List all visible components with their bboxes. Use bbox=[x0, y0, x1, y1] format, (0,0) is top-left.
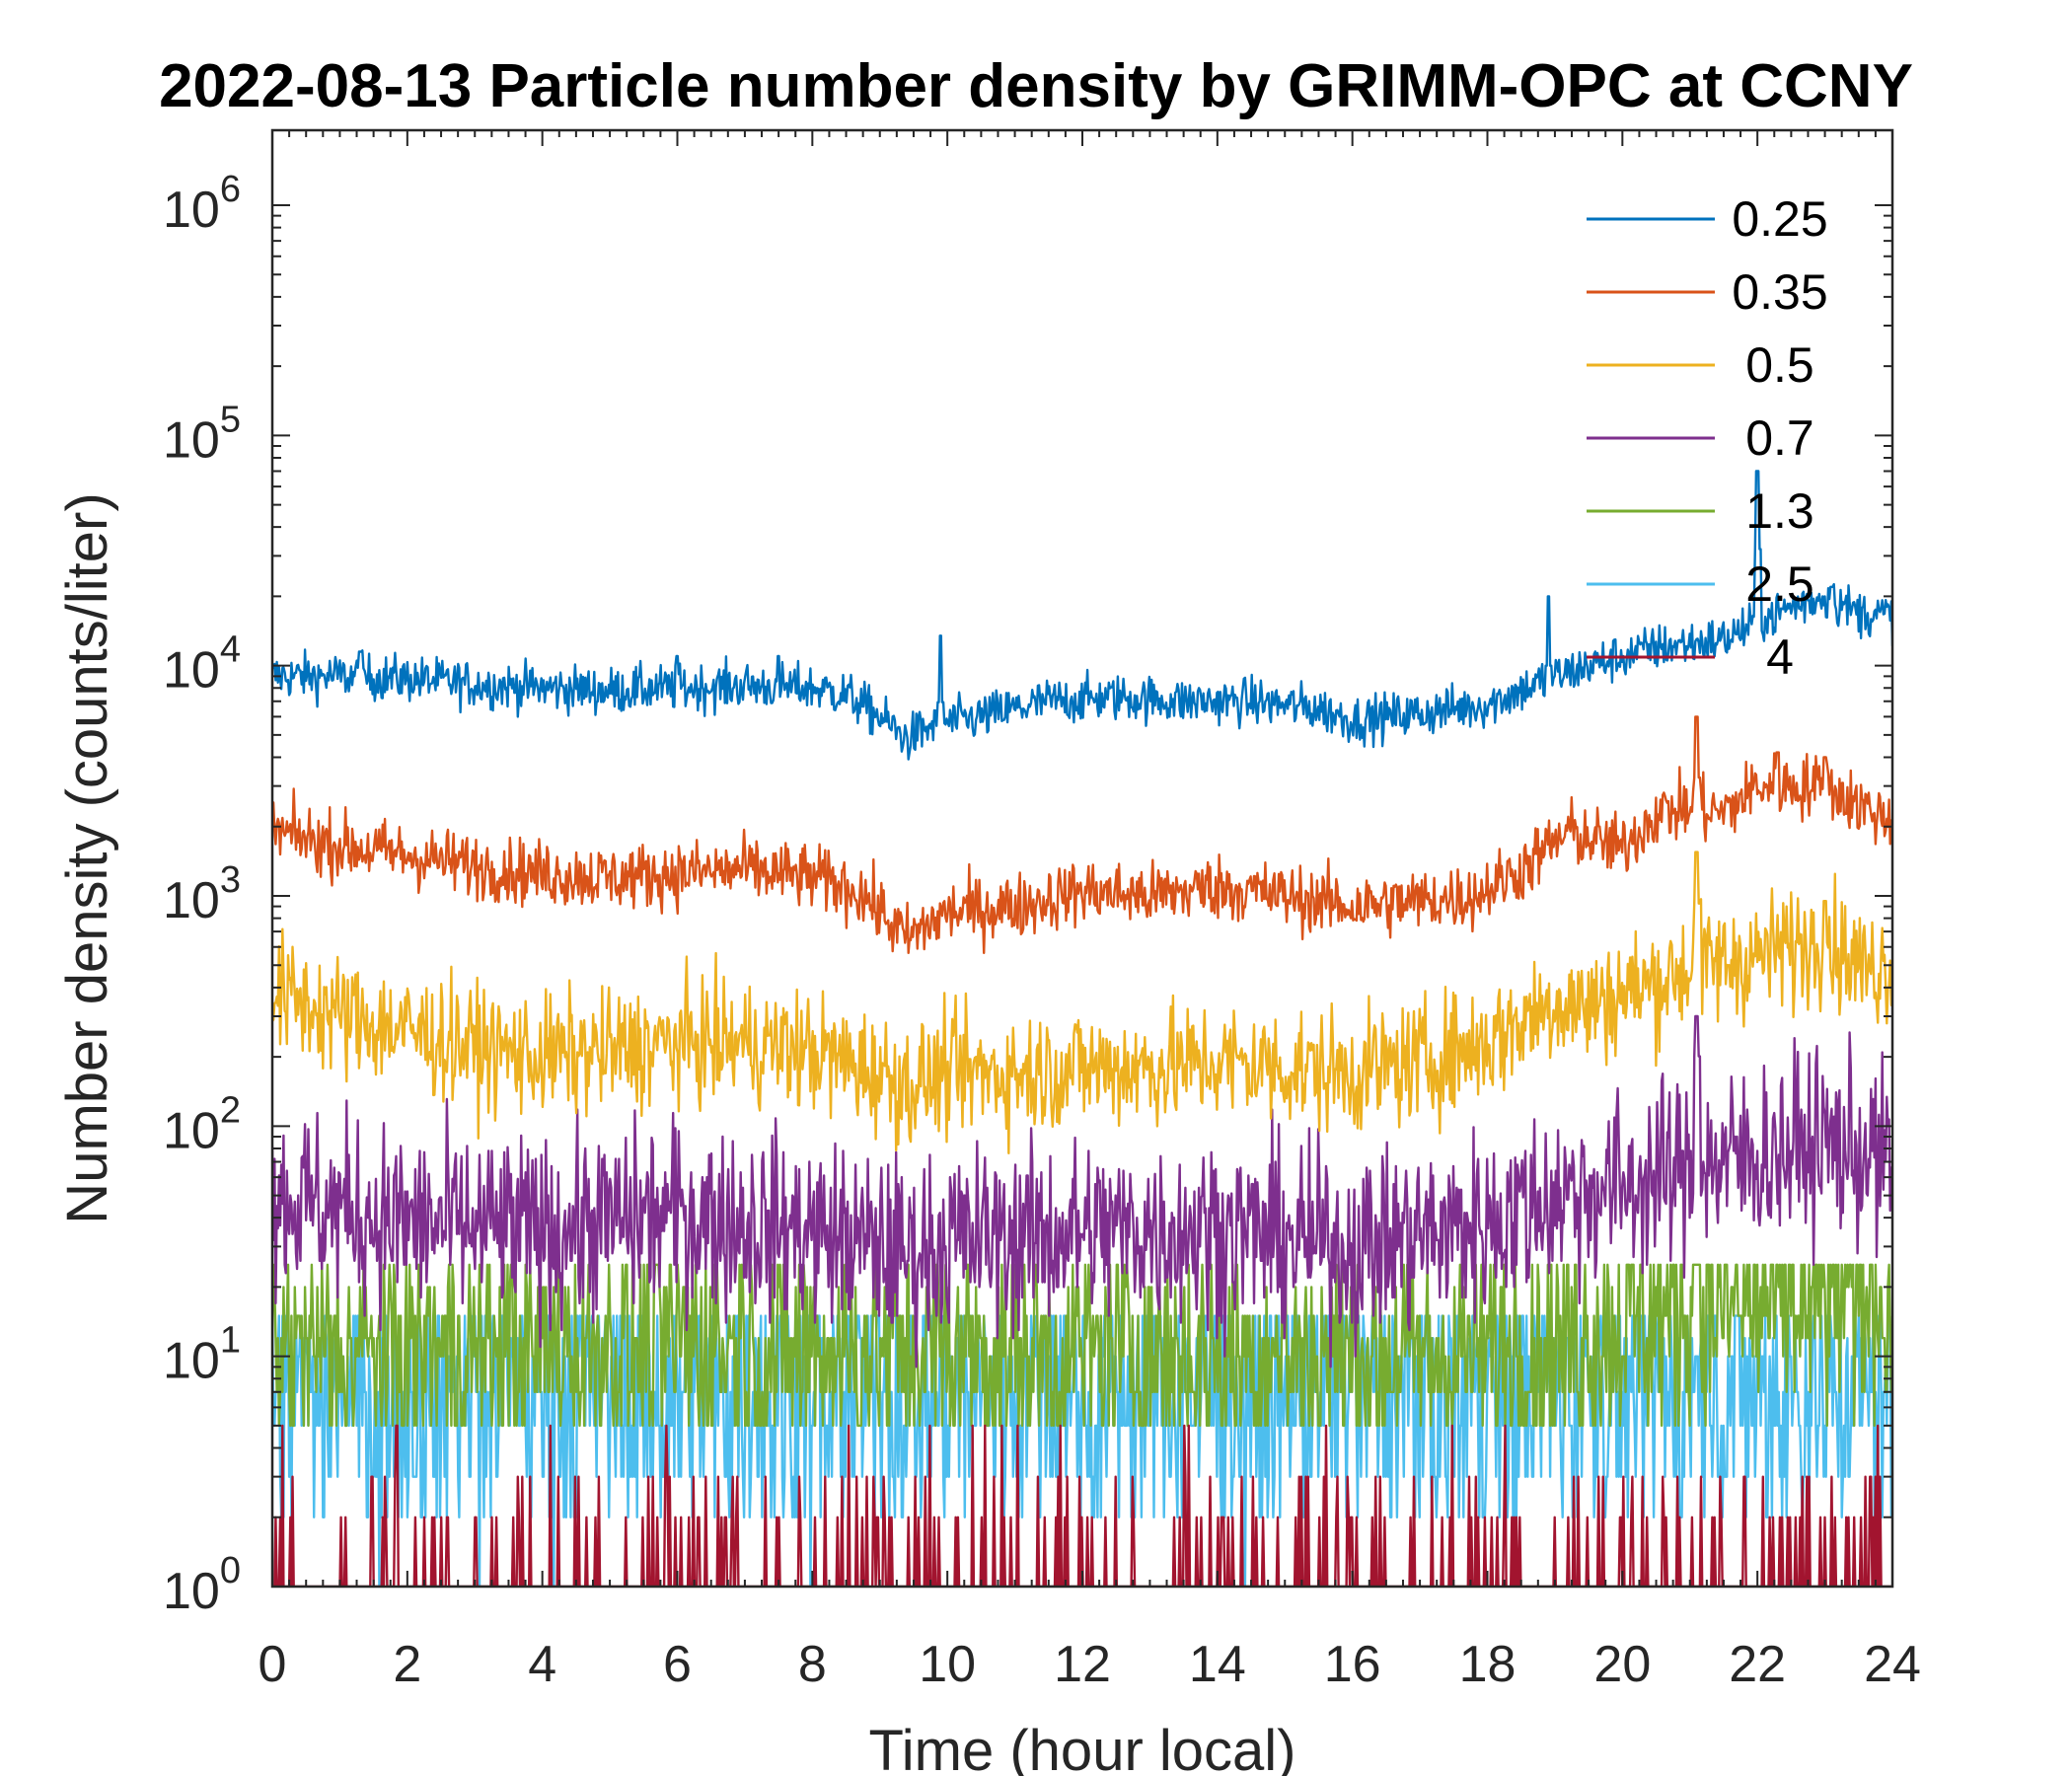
series-line-0.35 bbox=[272, 715, 1892, 954]
y-tick-base: 10 bbox=[163, 1333, 220, 1390]
ticks-layer bbox=[271, 130, 1893, 1588]
y-tick-label: 106 bbox=[163, 169, 241, 239]
legend-label: 1.3 bbox=[1745, 483, 1814, 539]
y-tick-base: 10 bbox=[163, 642, 220, 700]
series-line-0.5 bbox=[272, 851, 1892, 1154]
y-tick-label: 105 bbox=[163, 399, 241, 469]
y-tick-label: 104 bbox=[163, 629, 241, 700]
x-tick-label: 18 bbox=[1459, 1636, 1517, 1693]
y-tick-base: 10 bbox=[163, 872, 220, 929]
y-tick-exponent: 4 bbox=[220, 629, 241, 671]
x-tick-label: 10 bbox=[919, 1636, 976, 1693]
legend-label: 0.5 bbox=[1745, 337, 1814, 393]
series-layer bbox=[272, 470, 1892, 1587]
y-tick-base: 10 bbox=[163, 1563, 220, 1620]
x-tick-label: 8 bbox=[798, 1636, 827, 1693]
series-line-0.25 bbox=[272, 470, 1892, 761]
legend: 0.25 0.35 0.5 0.7 1.3 2.5 4 bbox=[1587, 191, 1828, 685]
x-tick-label: 12 bbox=[1054, 1636, 1111, 1693]
chart-title: 2022-08-13 Particle number density by GR… bbox=[159, 52, 1913, 120]
y-axis-label: Number density (counts/liter) bbox=[55, 492, 119, 1223]
x-tick-label: 20 bbox=[1593, 1636, 1651, 1693]
x-tick-label: 14 bbox=[1189, 1636, 1246, 1693]
legend-label: 0.7 bbox=[1745, 410, 1814, 466]
legend-label: 2.5 bbox=[1745, 556, 1814, 612]
x-tick-label: 24 bbox=[1864, 1636, 1921, 1693]
y-tick-exponent: 5 bbox=[220, 399, 241, 440]
x-tick-label: 2 bbox=[393, 1636, 421, 1693]
x-tick-label: 6 bbox=[663, 1636, 692, 1693]
legend-label: 0.25 bbox=[1732, 191, 1827, 247]
y-tick-exponent: 0 bbox=[220, 1550, 241, 1591]
y-tick-exponent: 3 bbox=[220, 859, 241, 901]
legend-label: 4 bbox=[1766, 629, 1794, 685]
y-tick-base: 10 bbox=[163, 182, 220, 239]
y-tick-base: 10 bbox=[163, 411, 220, 469]
labels-layer: 0 2 4 6 8 10 12 14 16 18 20 22 241001011021031041051… bbox=[163, 169, 1921, 1693]
y-tick-label: 101 bbox=[163, 1320, 241, 1390]
y-tick-label: 102 bbox=[163, 1089, 241, 1159]
axis-ticks bbox=[271, 130, 1893, 1588]
series-line-1.3 bbox=[272, 1263, 1892, 1428]
y-tick-exponent: 2 bbox=[220, 1089, 241, 1131]
y-tick-label: 100 bbox=[163, 1550, 241, 1620]
x-tick-label: 0 bbox=[259, 1636, 287, 1693]
y-tick-exponent: 6 bbox=[220, 169, 241, 210]
y-tick-label: 103 bbox=[163, 859, 241, 929]
series-line-0.7 bbox=[272, 1014, 1892, 1369]
y-tick-base: 10 bbox=[163, 1102, 220, 1159]
x-axis-label: Time (hour local) bbox=[869, 1719, 1296, 1776]
series-line-4 bbox=[272, 1424, 1892, 1587]
x-tick-label: 16 bbox=[1324, 1636, 1381, 1693]
x-tick-label: 22 bbox=[1729, 1636, 1786, 1693]
x-tick-label: 4 bbox=[528, 1636, 556, 1693]
y-tick-exponent: 1 bbox=[220, 1320, 241, 1362]
legend-label: 0.35 bbox=[1732, 264, 1827, 320]
